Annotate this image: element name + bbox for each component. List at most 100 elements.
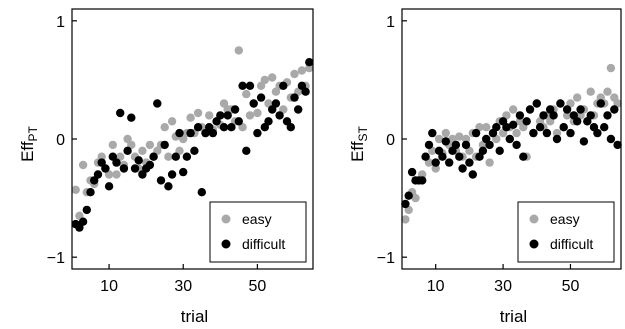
data-point-difficult (424, 140, 434, 150)
data-point-difficult (179, 167, 188, 177)
data-point-easy (562, 111, 572, 120)
data-point-easy (485, 158, 494, 167)
y-tick-label: 0 (386, 132, 395, 149)
data-point-difficult (529, 128, 538, 138)
data-point-difficult (249, 99, 258, 108)
data-point-difficult (613, 140, 622, 150)
legend-label-easy: easy (242, 211, 272, 227)
data-point-difficult (600, 123, 609, 132)
data-point-easy (431, 164, 440, 173)
y-axis-label: EffST (348, 125, 370, 161)
data-point-difficult (223, 111, 232, 120)
data-point-difficult (445, 158, 454, 167)
data-point-easy (455, 132, 464, 141)
data-point-easy (268, 73, 277, 82)
data-point-difficult (606, 134, 616, 144)
legend-label-difficult: difficult (242, 236, 285, 252)
data-point-difficult (525, 105, 535, 114)
data-point-difficult (123, 146, 132, 155)
data-point-easy (411, 193, 420, 203)
data-point-difficult (552, 134, 562, 144)
data-point-easy (441, 128, 450, 138)
data-point-difficult (119, 164, 129, 173)
data-point-easy (242, 89, 251, 99)
data-point-difficult (407, 167, 417, 177)
data-point-easy (290, 69, 299, 79)
data-point-difficult (186, 128, 195, 138)
data-point-easy (138, 146, 147, 155)
data-point-difficult (455, 152, 464, 161)
data-point-difficult (519, 152, 528, 161)
data-point-difficult (182, 152, 192, 161)
y-tick-label: 1 (386, 14, 395, 31)
data-point-difficult (208, 128, 218, 138)
data-point-easy (253, 108, 262, 118)
x-tick-label: 10 (100, 278, 118, 295)
x-tick-label: 50 (562, 278, 580, 295)
data-point-difficult (197, 188, 206, 197)
data-point-difficult (253, 128, 262, 138)
data-point-difficult (461, 140, 471, 150)
data-point-difficult (93, 170, 103, 179)
legend-label-difficult: difficult (550, 236, 593, 252)
legend-marker-difficult (221, 239, 231, 249)
data-point-easy (97, 152, 106, 161)
data-point-difficult (242, 146, 251, 155)
data-point-difficult (535, 123, 545, 132)
data-point-easy (234, 46, 243, 55)
data-point-difficult (301, 87, 310, 96)
data-point-difficult (164, 182, 173, 191)
legend-box (517, 201, 615, 263)
data-point-difficult (78, 217, 88, 226)
data-point-difficult (193, 123, 203, 132)
data-point-difficult (418, 176, 427, 185)
data-point-easy (512, 128, 521, 138)
data-point-difficult (401, 199, 410, 209)
data-point-easy (112, 170, 121, 179)
y-tick-label: 1 (56, 14, 65, 31)
data-point-difficult (286, 123, 295, 132)
data-point-easy (586, 87, 595, 96)
legend: easy difficult (517, 201, 615, 263)
data-point-difficult (556, 99, 565, 108)
data-point-difficult (593, 128, 602, 138)
data-point-difficult (451, 140, 461, 150)
data-point-difficult (542, 128, 552, 138)
data-point-difficult (573, 117, 582, 126)
data-point-difficult (485, 140, 494, 150)
data-point-difficult (562, 105, 572, 114)
data-point-difficult (156, 176, 166, 185)
data-point-difficult (502, 123, 511, 132)
legend-box (209, 201, 307, 263)
data-point-difficult (230, 105, 240, 114)
chart-panel-2: −1 0 1 10 30 50 trial EffST easy difficult (348, 8, 622, 326)
y-tick-label: −1 (47, 250, 65, 267)
data-point-easy (305, 63, 314, 73)
data-point-easy (164, 152, 173, 161)
data-point-easy (104, 170, 114, 179)
data-point-difficult (458, 164, 467, 173)
data-point-difficult (271, 99, 281, 108)
data-point-difficult (127, 113, 136, 122)
data-point-difficult (512, 140, 521, 150)
data-point-easy (264, 99, 273, 108)
legend-marker-easy (221, 214, 231, 224)
data-point-difficult (294, 105, 303, 114)
data-point-easy (160, 123, 169, 132)
data-point-difficult (428, 128, 437, 138)
data-point-difficult (566, 128, 575, 138)
data-point-easy (401, 215, 410, 224)
data-point-difficult (441, 137, 450, 146)
data-point-easy (145, 140, 155, 150)
data-point-difficult (438, 152, 447, 161)
data-point-difficult (160, 140, 169, 150)
data-point-difficult (471, 128, 481, 138)
data-point-difficult (275, 111, 284, 120)
data-point-difficult (112, 158, 121, 167)
data-point-difficult (153, 99, 162, 108)
data-point-difficult (465, 158, 474, 167)
data-point-easy (434, 134, 444, 144)
data-point-easy (606, 63, 616, 73)
x-tick-label: 10 (427, 278, 445, 295)
